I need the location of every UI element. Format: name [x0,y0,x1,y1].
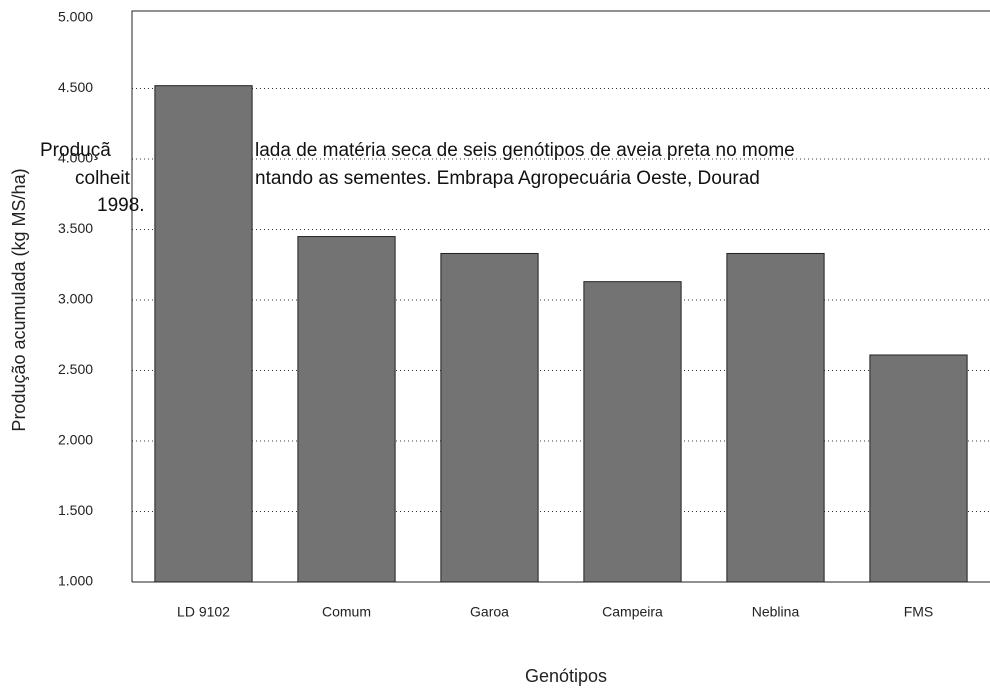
bar [726,252,825,583]
y-axis-title: Produção acumulada (kg MS/ha) [9,168,29,431]
bar [297,236,396,583]
y-tick-label: 4.000 [58,150,93,166]
x-tick-label: Campeira [602,604,663,620]
y-tick-label: 3.500 [58,220,93,236]
bar [440,252,539,583]
y-tick-label: 1.000 [58,573,93,589]
caption-fragment: ntando as sementes. Embrapa Agropecuária… [255,168,760,189]
x-tick-label: Neblina [752,604,800,620]
y-tick-label: 1.500 [58,502,93,518]
caption-fragment: 1998. [97,195,145,216]
y-tick-label: 3.000 [58,291,93,307]
x-tick-label: Comum [322,604,371,620]
bar [583,281,682,583]
caption-fragment: colheit [75,168,131,189]
x-tick-label: Garoa [470,604,509,620]
y-tick-label: 2.000 [58,432,93,448]
y-tick-label: 2.500 [58,361,93,377]
bar [869,354,968,583]
bar [154,85,253,583]
x-tick-label: LD 9102 [177,604,230,620]
x-tick-label: FMS [904,604,934,620]
caption-fragment: lada de matéria seca de seis genótipos d… [255,140,795,161]
caption-fragment: Produçã [40,140,111,161]
x-axis-title: Genótipos [525,666,607,686]
y-tick-label: 4.500 [58,79,93,95]
y-tick-label: 5.000 [58,9,93,25]
plot-frame [131,10,990,582]
